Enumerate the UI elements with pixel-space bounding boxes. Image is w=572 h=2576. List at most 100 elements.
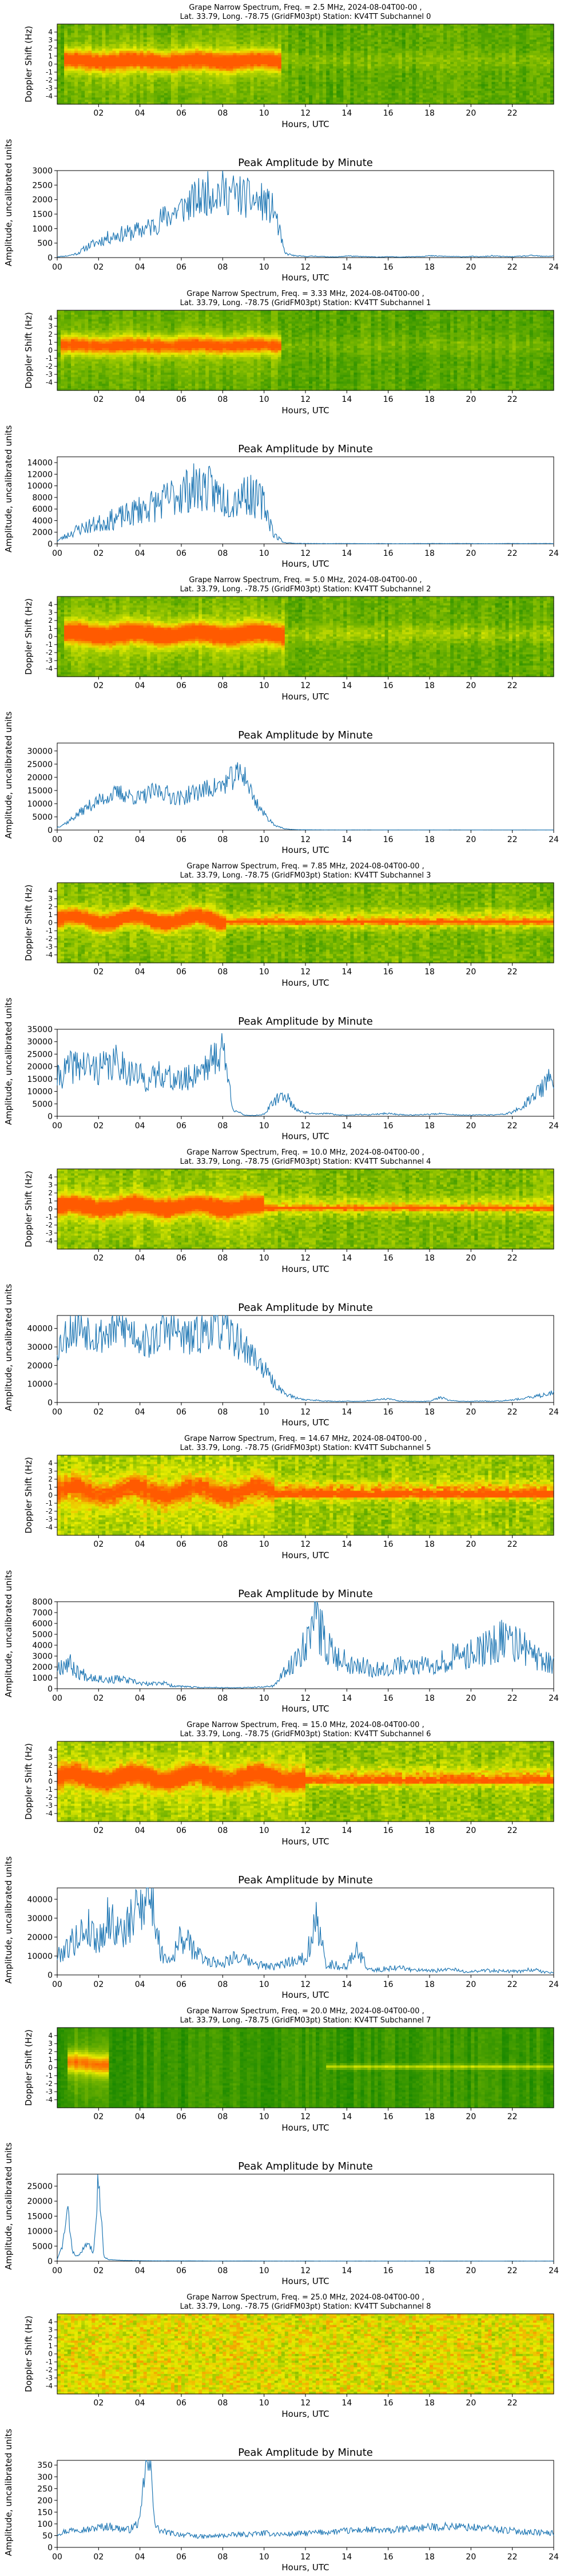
y-tick-label: 20000 — [27, 2197, 53, 2206]
y-tick-label: 1000 — [32, 224, 53, 234]
y-tick-label: 2 — [48, 617, 53, 625]
y-tick-label: 8000 — [32, 493, 53, 503]
amplitude-chart-6: Peak Amplitude by Minute0100002000030000… — [3, 1856, 559, 2000]
x-tick-label: 24 — [549, 1408, 559, 1417]
spectrogram-0: Grape Narrow Spectrum, Freq. = 2.5 MHz, … — [23, 3, 554, 129]
x-tick-label: 22 — [507, 2112, 518, 2121]
y-tick-label: 3 — [48, 2040, 53, 2048]
x-tick-label: 08 — [217, 395, 228, 404]
x-tick-label: 18 — [424, 1694, 435, 1703]
x-tick-label: 04 — [135, 2399, 145, 2408]
x-tick-label: 04 — [135, 2553, 145, 2562]
y-tick-label: -1 — [46, 354, 53, 362]
x-tick-label: 00 — [52, 263, 62, 272]
x-tick-label: 08 — [217, 263, 228, 272]
x-tick-label: 18 — [424, 1540, 435, 1549]
x-tick-label: 20 — [466, 2553, 476, 2562]
x-tick-label: 22 — [507, 1121, 518, 1131]
y-axis-label: Amplitude, uncalibrated units — [3, 1570, 14, 1698]
y-tick-label: 4 — [48, 1173, 53, 1181]
x-tick-label: 14 — [341, 1408, 352, 1417]
x-axis-label: Hours, UTC — [281, 1264, 329, 1274]
x-tick-label: 16 — [383, 263, 394, 272]
x-tick-label: 08 — [217, 967, 228, 977]
y-axis-label: Doppler Shift (Hz) — [23, 312, 34, 389]
x-tick-label: 14 — [341, 835, 352, 844]
y-tick-label: 40000 — [27, 1895, 53, 1905]
spectrogram-subtitle: Lat. 33.79, Long. -78.75 (GridFM03pt) St… — [180, 1730, 431, 1739]
spectrogram-8: Grape Narrow Spectrum, Freq. = 25.0 MHz,… — [23, 2293, 554, 2419]
x-tick-label: 02 — [93, 109, 104, 118]
x-tick-label: 18 — [424, 109, 435, 118]
y-tick-label: 20000 — [27, 1933, 53, 1942]
x-tick-label: 22 — [507, 1826, 518, 1835]
y-tick-label: -1 — [46, 927, 53, 935]
x-tick-label: 00 — [52, 1980, 62, 1989]
x-tick-label: 20 — [466, 1121, 476, 1131]
x-tick-label: 04 — [135, 2266, 145, 2275]
x-tick-label: 00 — [52, 1121, 62, 1131]
x-tick-label: 08 — [217, 2112, 228, 2121]
y-tick-label: -4 — [46, 665, 53, 673]
x-tick-label: 04 — [135, 263, 145, 272]
y-tick-label: 0 — [48, 1777, 53, 1785]
amplitude-chart-4: Peak Amplitude by Minute0100002000030000… — [3, 1284, 559, 1428]
x-tick-label: 12 — [300, 2112, 311, 2121]
y-tick-label: -2 — [46, 2080, 53, 2088]
y-tick-label: 3 — [48, 322, 53, 330]
x-tick-label: 08 — [217, 549, 228, 558]
x-tick-label: 02 — [93, 1540, 104, 1549]
x-tick-label: 04 — [135, 1694, 145, 1703]
y-axis-label: Doppler Shift (Hz) — [23, 1457, 34, 1534]
x-tick-label: 22 — [507, 1980, 518, 1989]
x-tick-label: 10 — [259, 1254, 269, 1263]
y-tick-label: -3 — [46, 1229, 53, 1237]
y-tick-label: 3000 — [32, 1652, 53, 1661]
x-tick-label: 20 — [466, 967, 476, 977]
x-tick-label: 14 — [341, 109, 352, 118]
x-tick-label: 06 — [176, 2399, 186, 2408]
amplitude-frame — [57, 743, 554, 830]
spectrogram-subtitle: Lat. 33.79, Long. -78.75 (GridFM03pt) St… — [180, 13, 431, 21]
y-tick-label: 2 — [48, 1189, 53, 1197]
y-tick-label: 5000 — [32, 1100, 53, 1109]
x-tick-label: 24 — [549, 549, 559, 558]
y-tick-label: 6000 — [32, 1619, 53, 1629]
x-tick-label: 16 — [383, 681, 394, 690]
x-tick-label: 14 — [341, 681, 352, 690]
x-tick-label: 02 — [93, 967, 104, 977]
amplitude-chart-1: Peak Amplitude by Minute0200040006000800… — [3, 425, 559, 569]
x-tick-label: 04 — [135, 1254, 145, 1263]
x-tick-label: 16 — [383, 1694, 394, 1703]
amplitude-frame — [57, 1888, 554, 1975]
y-tick-label: -4 — [46, 1523, 53, 1531]
y-tick-label: 4000 — [32, 516, 53, 526]
x-tick-label: 18 — [424, 1826, 435, 1835]
x-tick-label: 06 — [176, 1121, 186, 1131]
amplitude-title: Peak Amplitude by Minute — [238, 1588, 373, 1600]
x-tick-label: 10 — [259, 549, 269, 558]
x-tick-label: 02 — [93, 835, 104, 844]
spectrogram-title: Grape Narrow Spectrum, Freq. = 10.0 MHz,… — [186, 1148, 424, 1157]
spectrogram-cells — [57, 596, 554, 677]
spectrogram-subtitle: Lat. 33.79, Long. -78.75 (GridFM03pt) St… — [180, 1444, 431, 1452]
spectrogram-cells — [57, 883, 554, 963]
y-tick-label: -3 — [46, 84, 53, 92]
y-tick-label: 4 — [48, 600, 53, 609]
x-tick-label: 14 — [341, 395, 352, 404]
x-tick-label: 18 — [424, 1408, 435, 1417]
x-tick-label: 06 — [176, 1980, 186, 1989]
x-tick-label: 02 — [93, 2399, 104, 2408]
x-tick-label: 20 — [466, 1826, 476, 1835]
x-axis-label: Hours, UTC — [281, 692, 329, 702]
amplitude-title: Peak Amplitude by Minute — [238, 1302, 373, 1314]
x-axis-label: Hours, UTC — [281, 978, 329, 988]
y-tick-label: 4 — [48, 2318, 53, 2326]
x-tick-label: 00 — [52, 1408, 62, 1417]
x-tick-label: 14 — [341, 2266, 352, 2275]
spectrogram-title: Grape Narrow Spectrum, Freq. = 2.5 MHz, … — [189, 3, 422, 12]
y-tick-label: 350 — [37, 2461, 53, 2470]
amplitude-title: Peak Amplitude by Minute — [238, 2160, 373, 2172]
y-axis-label: Doppler Shift (Hz) — [23, 1171, 34, 1247]
